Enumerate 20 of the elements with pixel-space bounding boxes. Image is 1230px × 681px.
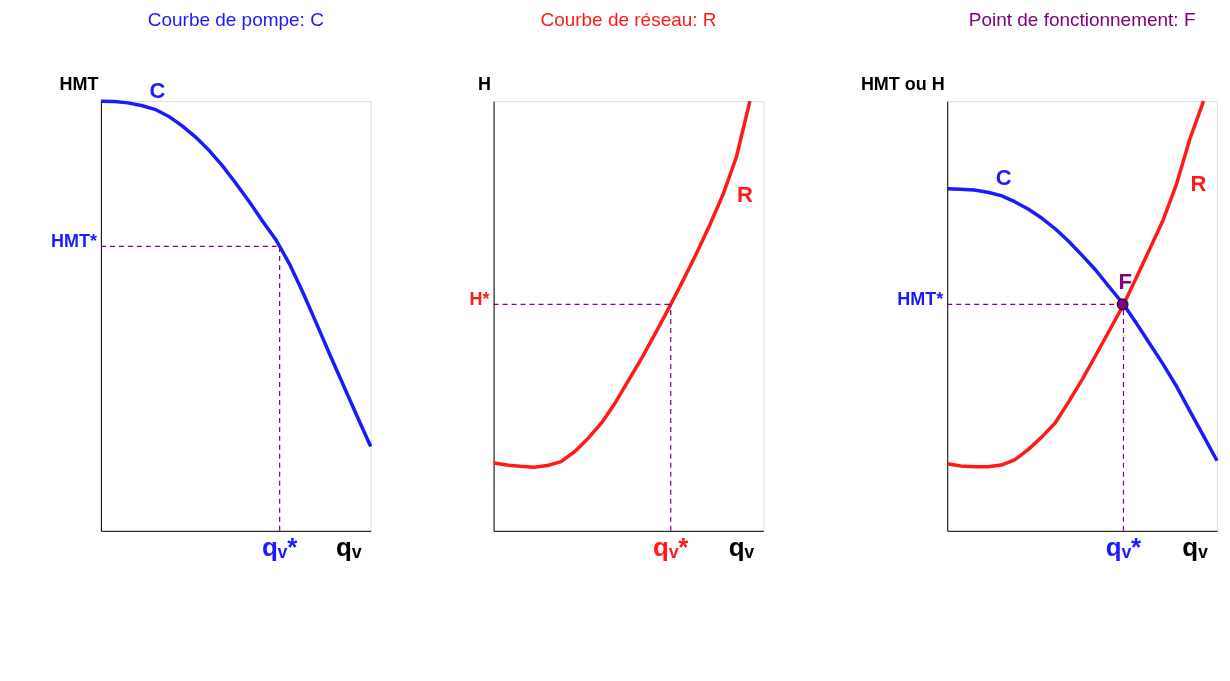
text: qᵥ [728, 531, 755, 562]
series-label: C [149, 78, 166, 104]
text: qᵥ* [1105, 531, 1142, 562]
text: qᵥ [336, 531, 362, 562]
ref-line-label: H* [469, 289, 490, 310]
text: qᵥ* [261, 531, 298, 562]
chart-title: Courbe de réseau: R [540, 9, 717, 31]
y-axis-title: HMT ou H [860, 73, 945, 94]
ref-line-label: HMT* [897, 289, 944, 310]
series-label: R [736, 181, 753, 207]
y-axis-title: H [478, 73, 492, 94]
chart-title: Courbe de pompe: C [147, 9, 324, 31]
text: qᵥ* [653, 531, 689, 562]
text: qᵥ [1182, 531, 1209, 562]
y-axis-title: HMT [59, 73, 99, 94]
series-label: F [1118, 269, 1133, 295]
series-label: R [1190, 171, 1207, 197]
series-label: C [995, 165, 1012, 191]
chart-title: Point de fonctionnement: F [968, 9, 1196, 31]
ref-line-label: HMT* [51, 231, 97, 252]
